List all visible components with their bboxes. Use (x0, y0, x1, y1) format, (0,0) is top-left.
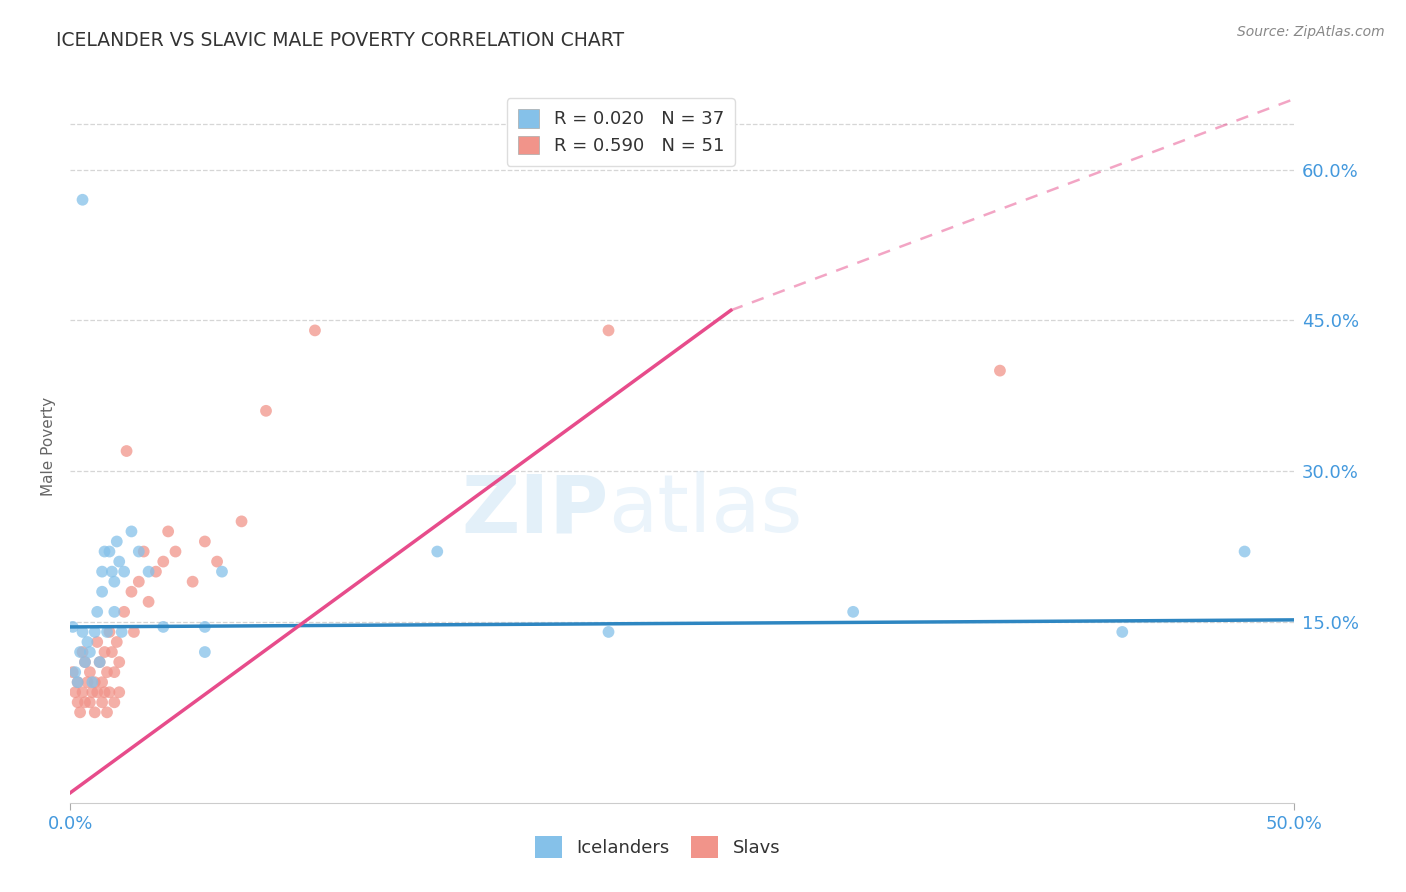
Point (1233, 544, 1256, 558)
Point (72, 193, 94, 207)
Point (91, 695, 114, 709)
Point (72, 685, 94, 699)
Point (181, 574, 204, 589)
Point (86, 635, 108, 649)
Point (91, 565, 114, 579)
Point (93, 685, 115, 699)
Point (96, 624, 118, 639)
Point (105, 635, 128, 649)
Point (82, 675, 104, 690)
Point (86, 685, 108, 699)
Point (108, 555, 131, 569)
Point (79, 665, 101, 680)
Point (426, 544, 449, 558)
Point (83, 675, 105, 690)
Point (101, 565, 124, 579)
Point (988, 363, 1011, 377)
Point (91, 584, 114, 599)
Point (132, 544, 155, 558)
Point (108, 685, 131, 699)
Point (72, 624, 94, 639)
Point (254, 404, 277, 418)
Point (91, 675, 114, 690)
Point (93, 544, 115, 558)
Point (138, 595, 160, 609)
Text: ICELANDER VS SLAVIC MALE POVERTY CORRELATION CHART: ICELANDER VS SLAVIC MALE POVERTY CORRELA… (56, 31, 624, 50)
Point (152, 555, 174, 569)
Point (112, 605, 135, 619)
Point (105, 534, 128, 549)
Point (73, 655, 96, 669)
Point (79, 645, 101, 659)
Point (598, 624, 620, 639)
Point (128, 544, 150, 558)
Point (96, 665, 118, 680)
Point (304, 323, 326, 337)
Point (598, 323, 620, 337)
Point (205, 555, 228, 569)
Y-axis label: Male Poverty: Male Poverty (41, 396, 56, 496)
Point (165, 544, 187, 558)
Point (63, 685, 86, 699)
Point (194, 645, 217, 659)
Point (157, 524, 180, 539)
Point (76, 635, 98, 649)
Point (122, 624, 145, 639)
Point (69, 645, 91, 659)
Legend: Icelanders, Slavs: Icelanders, Slavs (527, 829, 787, 865)
Point (69, 706, 91, 720)
Point (103, 665, 125, 680)
Point (63, 665, 86, 680)
Text: Source: ZipAtlas.com: Source: ZipAtlas.com (1237, 25, 1385, 39)
Point (842, 605, 865, 619)
Point (66, 675, 89, 690)
Point (152, 620, 174, 634)
Point (93, 645, 115, 659)
Point (145, 565, 167, 579)
Point (76, 675, 98, 690)
Point (211, 565, 233, 579)
Point (73, 655, 96, 669)
Point (103, 605, 125, 619)
Point (66, 675, 89, 690)
Point (98, 685, 121, 699)
Point (89, 655, 111, 669)
Point (86, 605, 108, 619)
Point (121, 524, 143, 539)
Point (83, 624, 105, 639)
Point (103, 574, 125, 589)
Point (194, 620, 217, 634)
Point (138, 565, 160, 579)
Point (72, 645, 94, 659)
Point (89, 655, 111, 669)
Point (79, 695, 101, 709)
Text: atlas: atlas (609, 471, 803, 549)
Point (82, 685, 104, 699)
Point (98, 624, 121, 639)
Point (62, 620, 84, 634)
Point (96, 706, 118, 720)
Point (1111, 624, 1133, 639)
Text: ZIP: ZIP (461, 471, 609, 549)
Point (128, 574, 150, 589)
Point (73, 695, 96, 709)
Point (115, 444, 138, 458)
Point (98, 544, 121, 558)
Point (62, 665, 84, 680)
Point (83, 706, 105, 720)
Point (121, 584, 143, 599)
Point (112, 565, 135, 579)
Point (103, 695, 125, 709)
Point (108, 655, 131, 669)
Point (194, 534, 217, 549)
Point (66, 695, 89, 709)
Point (111, 624, 134, 639)
Point (231, 515, 253, 529)
Point (101, 645, 124, 659)
